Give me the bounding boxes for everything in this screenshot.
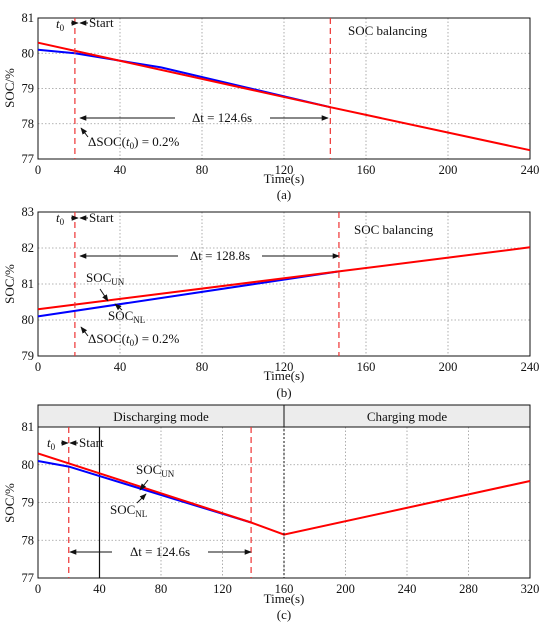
panel-b-soc-un-arrow — [99, 288, 109, 302]
panel-b-dsoc-arrow — [80, 326, 89, 337]
panel-c-xlabel: Time(s) — [264, 591, 305, 606]
panel-b-ticks: 0 40 80 120 160 200 240 79 80 81 82 83 — [22, 205, 540, 374]
panel-a-ytick-label: 80 — [22, 46, 35, 60]
panel-b-soc-balancing: SOC balancing — [354, 222, 434, 237]
panel-b-ytick-label: 82 — [22, 241, 35, 255]
panel-c-xtick-label: 80 — [155, 582, 168, 596]
panel-b-xtick-label: 120 — [275, 360, 294, 374]
panel-a-grid — [38, 18, 530, 159]
panel-c-mode-discharging: Discharging mode — [113, 409, 209, 424]
panel-a-ytick-label: 79 — [22, 82, 35, 96]
panel-a-t0-label: t0 — [56, 16, 65, 33]
panel-a-xtick-label: 200 — [439, 163, 458, 177]
panel-c-xtick-label: 280 — [459, 582, 478, 596]
panel-c-mode-charging: Charging mode — [367, 409, 448, 424]
panel-a-ticks: 0 40 80 120 160 200 240 77 78 79 80 81 — [22, 11, 540, 177]
panel-b-xlabel: Time(s) — [264, 368, 305, 383]
panel-c-xtick-label: 320 — [521, 582, 540, 596]
panel-a-delta-t: Δt = 124.6s — [192, 110, 252, 125]
panel-c-ytick-label: 80 — [22, 458, 35, 472]
panel-b-delta-t: Δt = 128.8s — [190, 248, 250, 263]
panel-b-grid — [38, 212, 530, 356]
panel-b-caption: (b) — [276, 385, 291, 400]
panel-c-ylabel: SOC/% — [2, 483, 17, 523]
panel-b-xtick-label: 80 — [196, 360, 209, 374]
panel-a-vlines — [74, 18, 331, 159]
panel-b-soc-nl-label: SOCNL — [108, 308, 145, 325]
panel-a-xtick-label: 80 — [196, 163, 209, 177]
panel-c-xtick-label: 160 — [275, 582, 294, 596]
panel-b-series-blue — [37, 270, 340, 318]
panel-a-series — [37, 41, 531, 152]
panel-c-soc-un-arrow — [139, 479, 149, 491]
panel-a-dsoc-arrow — [80, 127, 89, 138]
panel-a-ytick-label: 77 — [22, 152, 35, 166]
panel-b-xtick-label: 160 — [357, 360, 376, 374]
panel-a-start-label: Start — [89, 15, 114, 30]
panel-b-vlines — [74, 212, 340, 356]
panel-c-t0-label: t0 — [47, 435, 56, 452]
panel-b-xtick-label: 40 — [114, 360, 127, 374]
panel-c-xtick-label: 120 — [213, 582, 232, 596]
panel-a-xtick-label: 160 — [357, 163, 376, 177]
panel-a-soc-balancing: SOC balancing — [348, 23, 428, 38]
panel-b-frame — [37, 211, 531, 357]
panel-b-ytick-label: 80 — [22, 313, 35, 327]
panel-b-xtick-label: 240 — [521, 360, 540, 374]
panel-a-ylabel: SOC/% — [2, 68, 17, 108]
panel-b-xtick-label: 200 — [439, 360, 458, 374]
panel-b-ytick-label: 81 — [22, 277, 35, 291]
panel-b-ytick-label: 83 — [22, 205, 35, 219]
panel-c-start-label: Start — [79, 435, 104, 450]
panel-b-soc-nl-arrow — [114, 303, 123, 311]
panel-b-ylabel: SOC/% — [2, 264, 17, 304]
panel-c-delta-t: Δt = 124.6s — [130, 544, 190, 559]
panel-c-xtick-label: 40 — [93, 582, 106, 596]
panel-b-xtick-label: 0 — [35, 360, 41, 374]
panel-c-caption: (c) — [277, 607, 291, 622]
panel-a-ytick-label: 81 — [22, 11, 35, 25]
panel-c-soc-nl-label: SOCNL — [110, 502, 147, 519]
panel-b: 0 40 80 120 160 200 240 79 80 81 82 83 SOC/% Time(s… — [2, 205, 539, 400]
panel-c-xtick-label: 200 — [336, 582, 355, 596]
panel-a: 0 40 80 120 160 200 240 77 78 79 80 81 SOC/% Time(s… — [2, 11, 539, 202]
panel-c-ticks: 0 40 80 120 160 200 240 280 320 77 78 79 80 81 — [22, 420, 540, 596]
panel-b-ytick-label: 79 — [22, 349, 35, 363]
panel-a-series-blue — [37, 48, 331, 109]
panel-c-soc-nl-arrow — [136, 493, 147, 504]
panel-c-xtick-label: 240 — [398, 582, 417, 596]
panel-b-t0-label: t0 — [56, 210, 65, 227]
panel-b-series-red — [37, 246, 531, 311]
panel-a-series-red — [37, 41, 531, 152]
panel-b-dsoc-label: ΔSOC(t0) = 0.2% — [88, 331, 180, 348]
panel-c-ytick-label: 79 — [22, 496, 35, 510]
panel-a-frame — [37, 17, 531, 160]
panel-c-soc-un-label: SOCUN — [136, 462, 175, 479]
panel-a-xtick-label: 40 — [114, 163, 127, 177]
panel-a-xtick-label: 0 — [35, 163, 41, 177]
panel-a-ytick-label: 78 — [22, 117, 35, 131]
panel-b-start-label: Start — [89, 210, 114, 225]
panel-a-xtick-label: 120 — [275, 163, 294, 177]
panel-c-ytick-label: 81 — [22, 420, 35, 434]
panel-c-xtick-label: 0 — [35, 582, 41, 596]
panel-b-series — [37, 246, 531, 318]
panel-c-ytick-label: 77 — [22, 571, 35, 585]
panel-a-xtick-label: 240 — [521, 163, 540, 177]
panel-c: Discharging mode Charging mode 0 40 80 120 1… — [2, 404, 540, 622]
panel-a-caption: (a) — [277, 187, 291, 202]
panel-a-dsoc-label: ΔSOC(t0) = 0.2% — [88, 134, 180, 151]
panel-b-soc-un-label: SOCUN — [86, 270, 125, 287]
panel-c-ytick-label: 78 — [22, 533, 35, 547]
panel-a-xlabel: Time(s) — [264, 171, 305, 186]
